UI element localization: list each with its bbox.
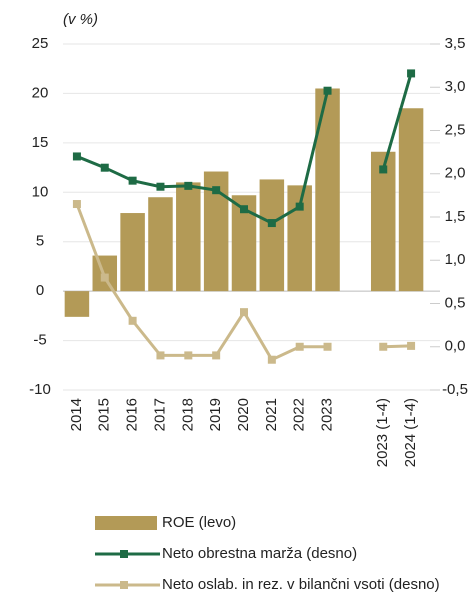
point [72,152,81,161]
x-tick-label: 2017 [151,398,168,431]
y-tick-label: 0 [36,282,44,299]
y-tick-label: -10 [29,381,51,398]
legend-marker [120,550,128,558]
x-tick-label: 2022 [291,398,308,431]
y-tick-label: -5 [33,332,46,349]
bar [120,213,145,292]
chart-subtitle: (v %) [63,11,98,28]
y-tick-label: 20 [32,84,49,101]
y-tick-label: 10 [32,183,49,200]
legend-label: ROE (levo) [162,514,236,531]
point [156,182,165,191]
y2-tick-label: 2,0 [445,165,466,182]
x-tick-label: 2014 [68,398,85,431]
point [100,163,109,172]
bar [370,151,396,292]
point [240,205,248,214]
point [100,273,109,282]
point [72,200,81,209]
point [295,342,304,351]
x-tick-label: 2020 [235,398,252,431]
bar [398,108,424,292]
y2-tick-label: 0,5 [445,294,466,311]
x-tick-label: 2018 [179,398,196,431]
x-tick-label: 2015 [96,398,113,431]
point [323,342,332,351]
x-tick-label: 2023 [319,398,336,431]
point [240,308,248,317]
y2-tick-label: 0,0 [445,338,466,355]
point [407,341,416,350]
line [75,203,412,362]
bar [259,179,285,292]
y2-tick-label: 3,0 [445,78,466,95]
y2-tick-label: 2,5 [445,121,466,138]
y2-tick-label: -0,5 [442,381,468,398]
point [184,181,193,190]
point [295,202,304,211]
bar [64,291,90,317]
legend-marker [120,581,128,589]
y2-tick-label: 3,5 [445,35,466,52]
x-tick-label: 2016 [124,398,141,431]
point [212,186,221,195]
point [184,351,193,360]
x-tick-label: 2024 (1-4) [402,398,419,467]
y-tick-label: 15 [32,134,49,151]
y-tick-label: 25 [32,35,49,52]
point [267,355,276,364]
point [267,219,276,228]
point [128,316,137,325]
point [128,176,137,185]
point [379,165,388,174]
x-tick-label: 2019 [207,398,224,431]
x-tick-label: 2023 (1-4) [374,398,391,467]
x-tick-label: 2021 [263,398,280,431]
y-tick-label: 5 [36,233,44,250]
legend-swatch [95,516,157,530]
y2-tick-label: 1,5 [445,208,466,225]
point [407,69,416,78]
bar [148,197,173,292]
legend-label: Neto oslab. in rez. v bilančni vsoti (de… [162,576,440,593]
point [323,86,332,95]
bar [176,182,201,292]
bar [315,88,340,292]
legend-label: Neto obrestna marža (desno) [162,545,357,562]
line [76,72,413,225]
point [212,351,221,360]
point [379,342,388,351]
point [156,351,165,360]
y2-tick-label: 1,0 [445,251,466,268]
